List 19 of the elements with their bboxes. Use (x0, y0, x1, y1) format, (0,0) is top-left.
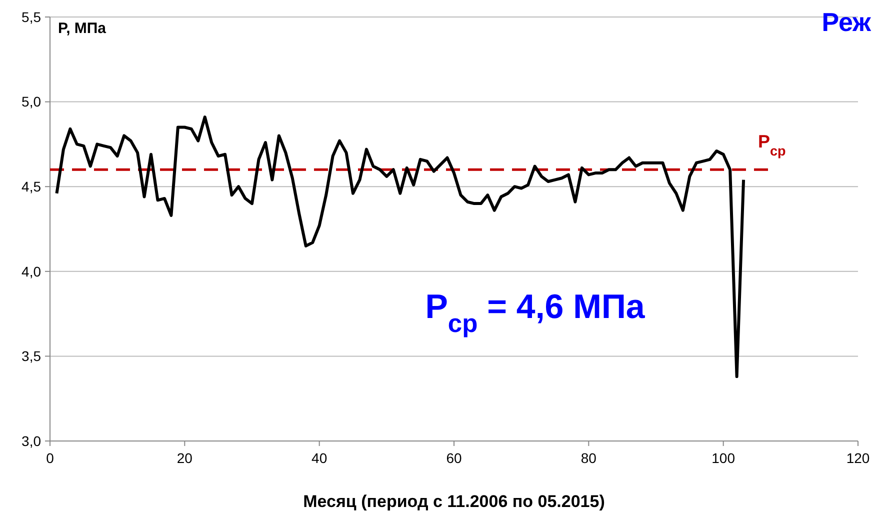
x-axis-title: Месяц (период с 11.2006 по 05.2015) (303, 492, 605, 511)
x-tick-label: 100 (712, 450, 736, 466)
y-tick-label: 5,5 (22, 8, 42, 25)
line-series (55, 116, 746, 378)
x-tick-label: 0 (46, 450, 54, 466)
x-tick-label: 20 (176, 450, 193, 466)
y-tick-label: 5,0 (22, 94, 42, 110)
y-tick-label: 3,0 (22, 432, 42, 449)
y-tick-label: 3,5 (22, 348, 42, 364)
annotation: P$_{ср}$ = 4,6 МПа (425, 288, 646, 338)
x-tick-label: 120 (846, 450, 870, 466)
x-tick-label: 40 (312, 450, 328, 466)
y-tick-label: 4,0 (22, 263, 42, 280)
y-axis-title: P, МПа (58, 20, 107, 37)
chart-title: Реж (822, 7, 872, 37)
ref-line-label: P$_{ср}$ (758, 132, 786, 158)
x-tick-label: 80 (580, 450, 597, 466)
x-tick-label: 60 (446, 450, 462, 466)
y-tick-label: 4,5 (22, 178, 42, 194)
